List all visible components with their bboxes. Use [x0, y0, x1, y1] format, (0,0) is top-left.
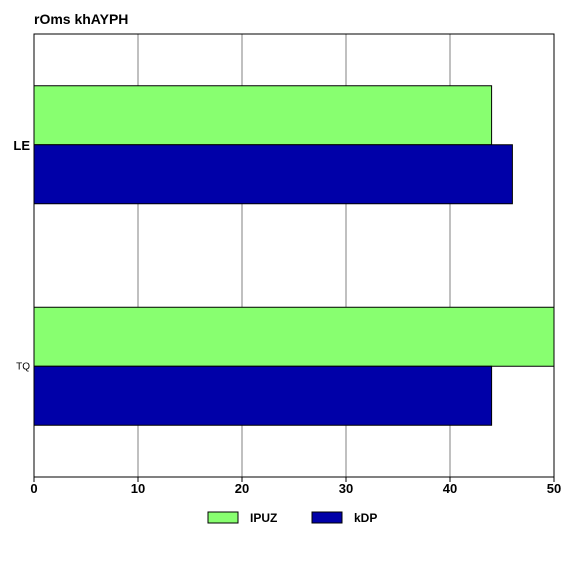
x-tick-label: 30 — [339, 481, 353, 496]
plot-area: LE TQ 0 10 20 30 40 50 — [13, 33, 561, 496]
legend-swatch-ipuz — [207, 511, 239, 524]
x-tick-label: 50 — [547, 481, 561, 496]
x-tick-label: 20 — [235, 481, 249, 496]
category-label: TQ — [16, 361, 30, 372]
legend-label-ipuz: IPUZ — [250, 511, 277, 525]
x-tick-label: 0 — [30, 481, 37, 496]
bar-ipuz-tq — [33, 306, 555, 367]
legend-label-kdp: kDP — [354, 511, 377, 525]
x-tick-label: 10 — [131, 481, 145, 496]
bar-ipuz-le — [33, 85, 493, 146]
chart-title: rOms khAYPH — [34, 11, 128, 27]
legend: IPUZ kDP — [207, 511, 377, 525]
bar-kdp-le — [33, 144, 513, 205]
x-tick-label: 40 — [443, 481, 457, 496]
category-label: LE — [13, 138, 30, 153]
plot-frame — [33, 33, 555, 478]
legend-swatch-kdp — [311, 511, 343, 524]
bar-kdp-tq — [33, 365, 493, 426]
